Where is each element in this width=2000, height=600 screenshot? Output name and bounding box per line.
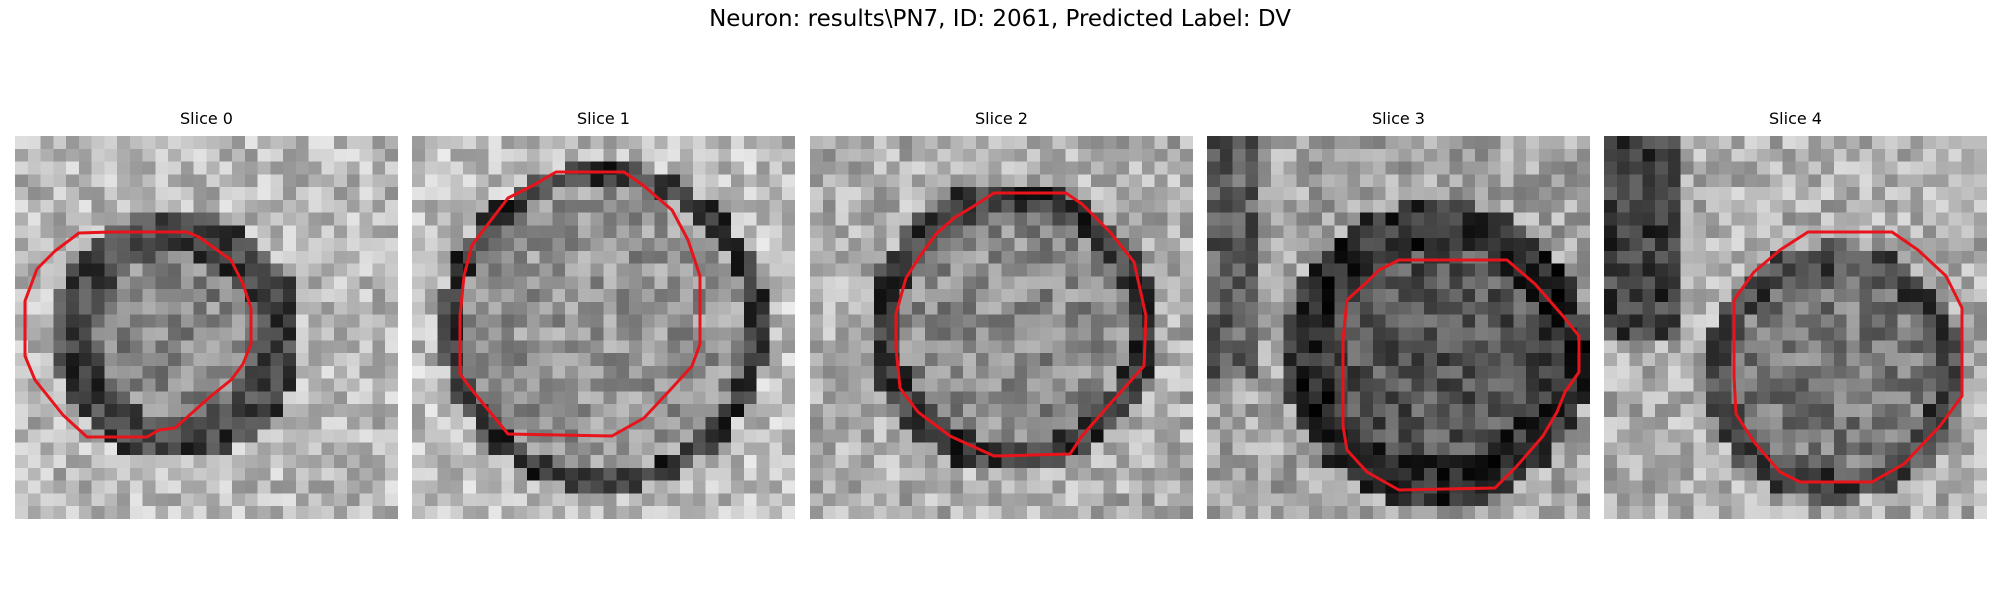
slice-image bbox=[1207, 136, 1590, 519]
roi-contour bbox=[1734, 232, 1962, 482]
contour-overlay bbox=[412, 136, 795, 519]
figure-title: Neuron: results\PN7, ID: 2061, Predicted… bbox=[0, 6, 2000, 32]
contour-overlay bbox=[1207, 136, 1590, 519]
slice-image bbox=[412, 136, 795, 519]
slice-image bbox=[15, 136, 398, 519]
contour-overlay bbox=[15, 136, 398, 519]
contour-overlay bbox=[1604, 136, 1987, 519]
slice-title: Slice 1 bbox=[412, 108, 795, 130]
slice-title: Slice 2 bbox=[810, 108, 1193, 130]
roi-contour bbox=[1343, 260, 1579, 490]
contour-overlay bbox=[810, 136, 1193, 519]
slice-image bbox=[810, 136, 1193, 519]
slice-title: Slice 0 bbox=[15, 108, 398, 130]
slice-title: Slice 4 bbox=[1604, 108, 1987, 130]
slice-panel-4: Slice 4 bbox=[1604, 108, 1987, 519]
slice-panel-2: Slice 2 bbox=[810, 108, 1193, 519]
roi-contour bbox=[25, 232, 251, 437]
roi-contour bbox=[460, 172, 700, 436]
slice-panel-0: Slice 0 bbox=[15, 108, 398, 519]
slice-image bbox=[1604, 136, 1987, 519]
roi-contour bbox=[896, 193, 1146, 456]
slice-panel-3: Slice 3 bbox=[1207, 108, 1590, 519]
slice-panel-1: Slice 1 bbox=[412, 108, 795, 519]
slice-title: Slice 3 bbox=[1207, 108, 1590, 130]
